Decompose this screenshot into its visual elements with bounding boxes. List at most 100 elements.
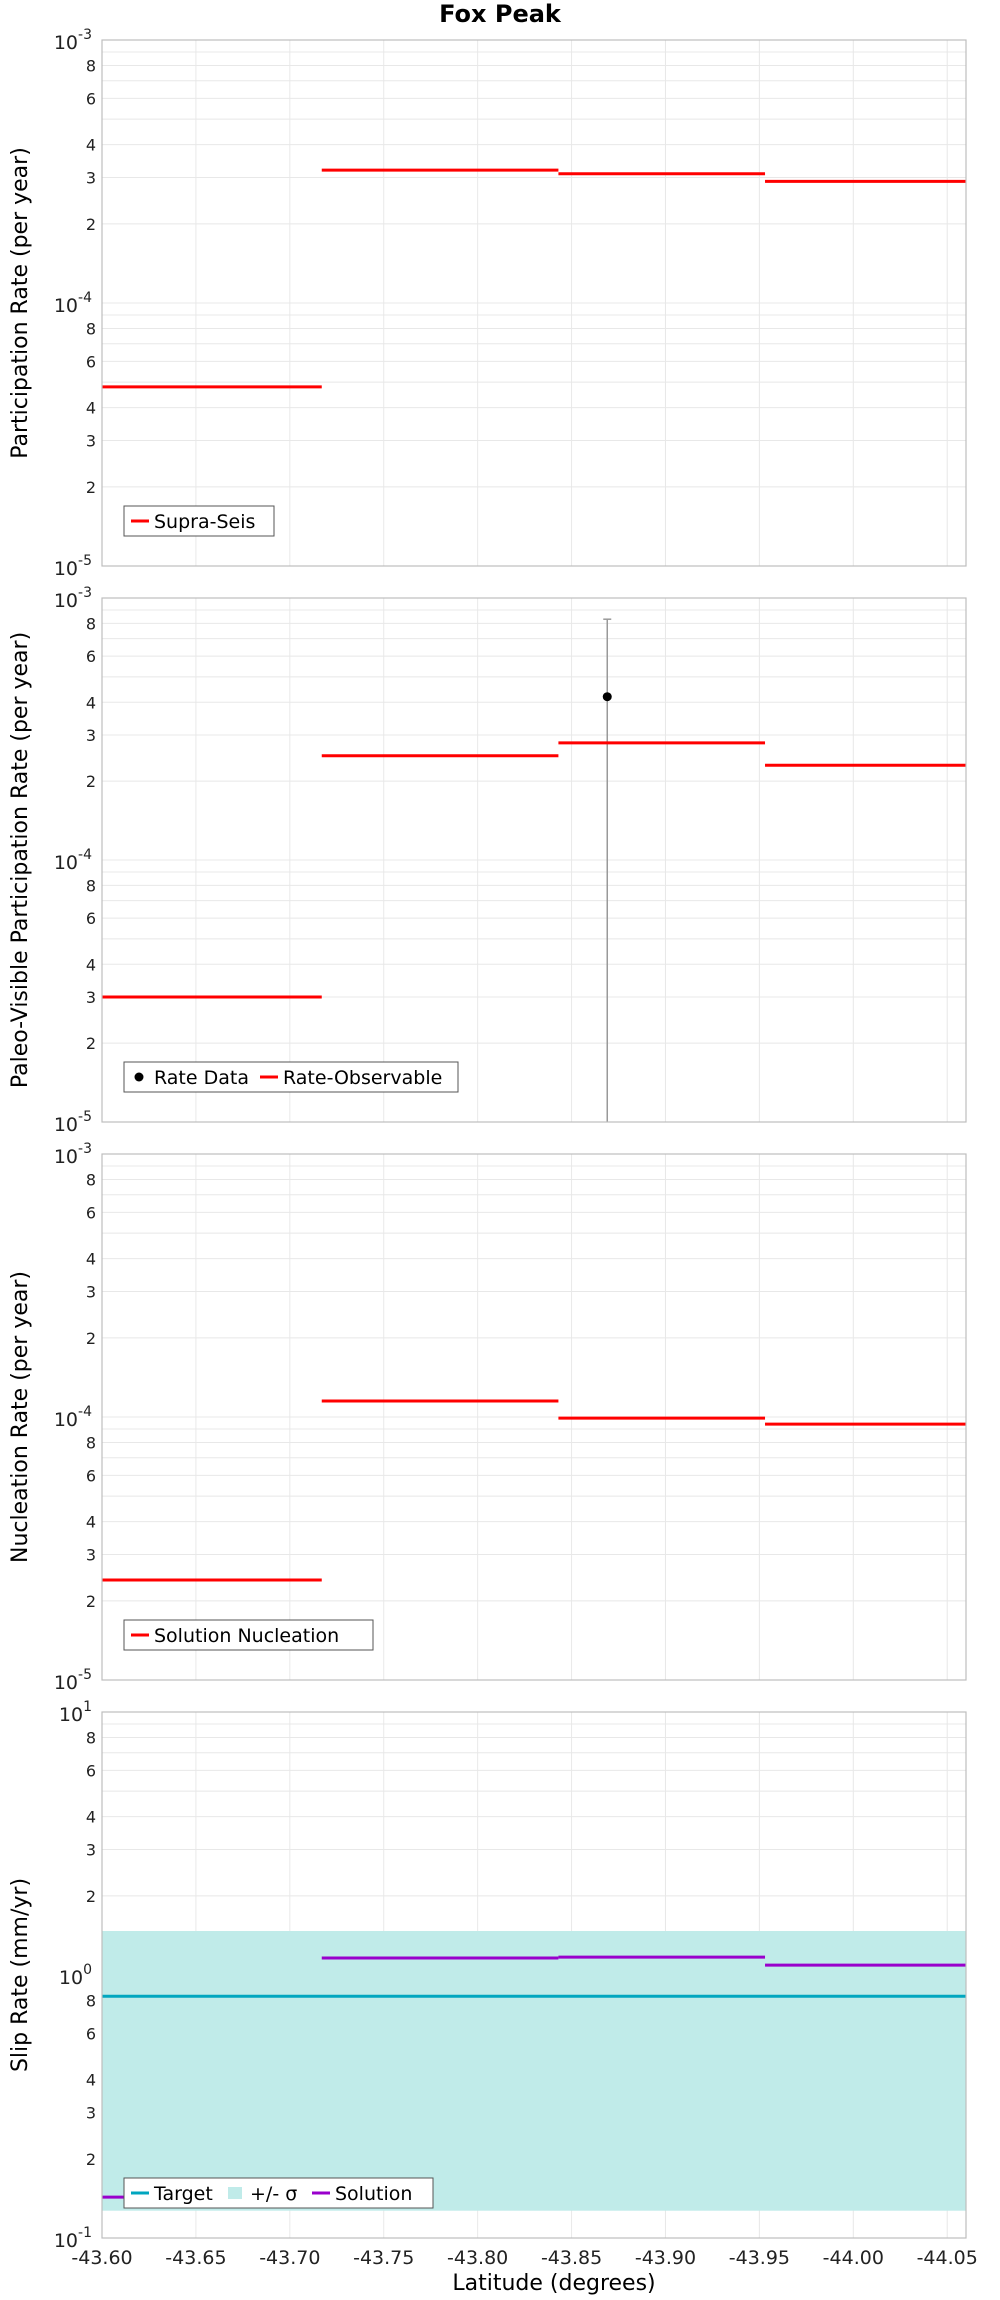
y-minor-tick-label: 2 (86, 772, 96, 791)
y-tick-exponent: 1 (83, 1699, 92, 1715)
y-axis-label: Paleo-Visible Participation Rate (per ye… (8, 632, 33, 1088)
x-axis-label: Latitude (degrees) (452, 2271, 655, 2296)
y-minor-tick-label: 4 (86, 1808, 96, 1827)
y-minor-tick-label: 4 (86, 136, 96, 155)
y-minor-tick-label: 4 (86, 399, 96, 418)
legend-label-supra-seis: Supra-Seis (154, 511, 255, 533)
legend-swatch-sigma (228, 2187, 242, 2199)
y-tick-base: 10 (54, 32, 78, 54)
y-minor-tick-label: 3 (86, 2104, 96, 2123)
legend-label-rate-data: Rate Data (154, 1067, 249, 1089)
y-minor-tick-label: 4 (86, 693, 96, 712)
y-tick-label: 10-3 (54, 1141, 92, 1168)
y-axis-label: Slip Rate (mm/yr) (8, 1878, 33, 2072)
y-tick-base: 10 (54, 1146, 78, 1168)
x-tick-label: -43.60 (71, 2247, 132, 2269)
y-minor-tick-label: 2 (86, 1592, 96, 1611)
y-tick-label: 10-4 (54, 847, 92, 874)
y-minor-tick-label: 8 (86, 876, 96, 895)
y-tick-label: 101 (59, 1699, 92, 1726)
y-axis-label: Nucleation Rate (per year) (8, 1271, 33, 1563)
x-tick-label: -44.00 (823, 2247, 884, 2269)
y-tick-base: 10 (54, 558, 78, 580)
y-minor-tick-label: 4 (86, 2071, 96, 2090)
y-minor-tick-label: 6 (86, 89, 96, 108)
y-minor-tick-label: 8 (86, 1991, 96, 2010)
x-tick-label: -43.65 (165, 2247, 226, 2269)
y-tick-exponent: -3 (78, 585, 92, 601)
y-minor-tick-label: 3 (86, 988, 96, 1007)
y-tick-base: 10 (54, 295, 78, 317)
y-minor-tick-label: 6 (86, 1203, 96, 1222)
y-minor-tick-label: 8 (86, 614, 96, 633)
y-minor-tick-label: 8 (86, 1433, 96, 1452)
y-tick-label: 100 (59, 1962, 92, 1989)
y-tick-label: 10-3 (54, 585, 92, 612)
legend-label-solution-nucleation: Solution Nucleation (154, 1625, 339, 1647)
y-tick-label: 10-3 (54, 27, 92, 54)
y-minor-tick-label: 8 (86, 56, 96, 75)
y-tick-base: 10 (59, 1704, 83, 1726)
y-tick-exponent: -4 (78, 847, 92, 863)
legend-label-sigma: +/- σ (250, 2183, 297, 2205)
x-tick-label: -43.80 (447, 2247, 508, 2269)
y-tick-exponent: -1 (78, 2225, 92, 2241)
y-tick-exponent: -3 (78, 27, 92, 43)
y-tick-base: 10 (54, 1672, 78, 1694)
y-minor-tick-label: 4 (86, 1513, 96, 1532)
rate-data-point (602, 692, 612, 702)
y-minor-tick-label: 2 (86, 1034, 96, 1053)
y-minor-tick-label: 6 (86, 1466, 96, 1485)
y-tick-label: 10-1 (54, 2225, 92, 2252)
x-tick-label: -43.75 (353, 2247, 414, 2269)
y-tick-base: 10 (54, 1409, 78, 1431)
plot-frame (101, 1711, 967, 2239)
y-tick-label: 10-5 (54, 553, 92, 580)
y-minor-tick-label: 3 (86, 1283, 96, 1302)
legend-label-rate-observable: Rate-Observable (283, 1067, 442, 1089)
y-minor-tick-label: 3 (86, 1546, 96, 1565)
y-tick-base: 10 (54, 1114, 78, 1136)
y-tick-exponent: -4 (78, 290, 92, 306)
y-minor-tick-label: 8 (86, 319, 96, 338)
y-minor-tick-label: 3 (86, 726, 96, 745)
y-minor-tick-label: 4 (86, 1250, 96, 1269)
plot-frame (101, 1153, 967, 1681)
legend: Supra-Seis (123, 505, 275, 537)
legend-box (123, 2177, 434, 2209)
legend-box (123, 1061, 459, 1093)
y-tick-label: 10-5 (54, 1667, 92, 1694)
legend: Rate Data Rate-Observable (123, 1061, 459, 1093)
y-tick-label: 10-4 (54, 290, 92, 317)
x-tick-label: -44.05 (917, 2247, 978, 2269)
x-tick-label: -43.95 (729, 2247, 790, 2269)
y-tick-base: 10 (59, 1967, 83, 1989)
y-tick-base: 10 (54, 852, 78, 874)
y-minor-tick-label: 3 (86, 1841, 96, 1860)
legend-label-solution: Solution (335, 2183, 412, 2205)
chart-title: Fox Peak (439, 0, 562, 28)
y-minor-tick-label: 2 (86, 1887, 96, 1906)
plot-frame (101, 597, 967, 1123)
y-minor-tick-label: 2 (86, 478, 96, 497)
y-tick-exponent: -4 (78, 1404, 92, 1420)
y-minor-tick-label: 8 (86, 1728, 96, 1747)
y-minor-tick-label: 8 (86, 1170, 96, 1189)
y-axis-label: Participation Rate (per year) (8, 147, 33, 459)
y-minor-tick-label: 4 (86, 955, 96, 974)
y-minor-tick-label: 6 (86, 2024, 96, 2043)
y-tick-exponent: 0 (83, 1962, 92, 1978)
sigma-band (102, 1930, 966, 2211)
legend: Solution Nucleation (123, 1619, 374, 1651)
y-minor-tick-label: 6 (86, 647, 96, 666)
y-tick-exponent: -5 (78, 1667, 92, 1683)
y-minor-tick-label: 2 (86, 215, 96, 234)
y-minor-tick-label: 6 (86, 1761, 96, 1780)
y-tick-label: 10-5 (54, 1109, 92, 1136)
y-tick-base: 10 (54, 2230, 78, 2252)
y-tick-exponent: -3 (78, 1141, 92, 1157)
